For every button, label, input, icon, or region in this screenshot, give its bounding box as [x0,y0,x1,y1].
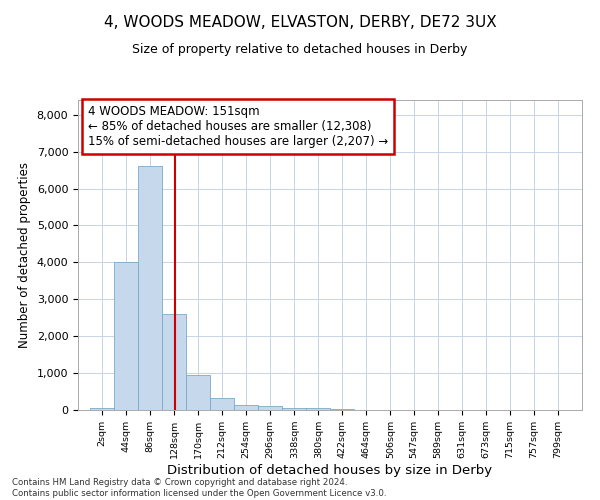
Bar [307,408,330,410]
Text: Size of property relative to detached houses in Derby: Size of property relative to detached ho… [133,42,467,56]
Bar [259,406,282,410]
Bar [331,409,354,410]
Bar [210,398,234,410]
Bar [186,375,210,410]
Text: Contains HM Land Registry data © Crown copyright and database right 2024.
Contai: Contains HM Land Registry data © Crown c… [12,478,386,498]
Bar [90,408,114,410]
Text: 4 WOODS MEADOW: 151sqm
← 85% of detached houses are smaller (12,308)
15% of semi: 4 WOODS MEADOW: 151sqm ← 85% of detached… [88,104,388,148]
Bar [162,314,186,410]
Y-axis label: Number of detached properties: Number of detached properties [18,162,31,348]
Text: 4, WOODS MEADOW, ELVASTON, DERBY, DE72 3UX: 4, WOODS MEADOW, ELVASTON, DERBY, DE72 3… [104,15,496,30]
Bar [114,262,138,410]
Bar [283,408,306,410]
Bar [235,405,258,410]
X-axis label: Distribution of detached houses by size in Derby: Distribution of detached houses by size … [167,464,493,477]
Bar [138,166,162,410]
